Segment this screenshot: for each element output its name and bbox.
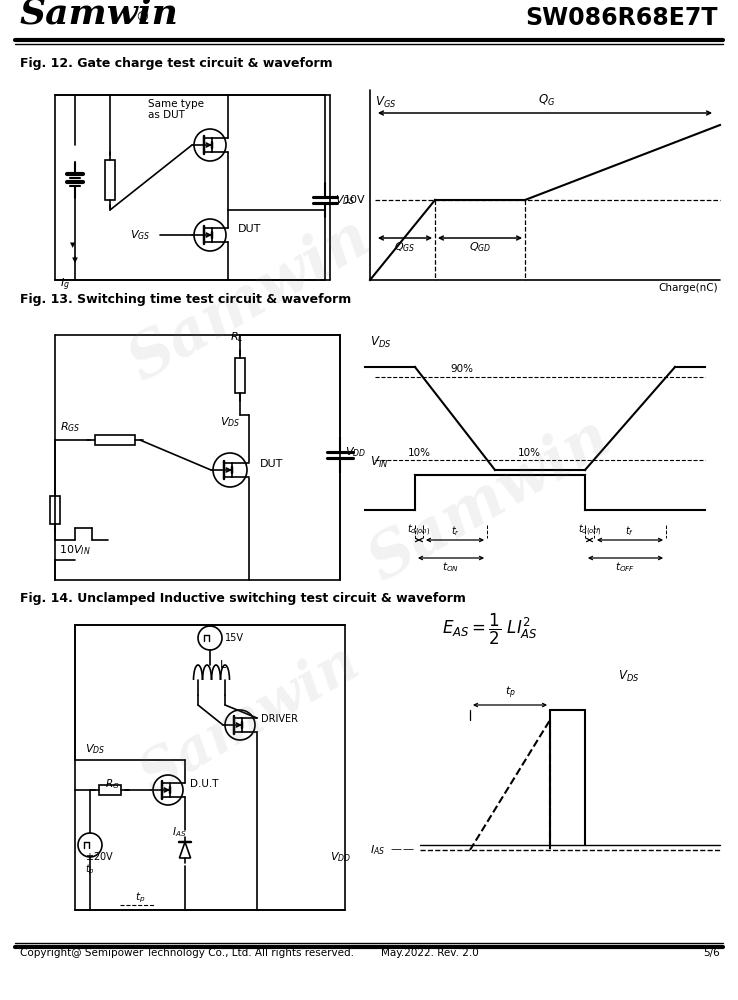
Text: $V_{DS}$: $V_{DS}$ <box>370 335 391 350</box>
Text: L: L <box>220 660 227 670</box>
Bar <box>95 435 135 445</box>
Polygon shape <box>179 842 190 858</box>
Text: Samwin: Samwin <box>131 635 370 805</box>
Text: $V_{DD}$: $V_{DD}$ <box>330 850 351 864</box>
Text: $I_g$: $I_g$ <box>60 276 70 293</box>
Text: $t_f$: $t_f$ <box>626 524 635 538</box>
Bar <box>50 496 60 524</box>
Text: $V_{IN}$: $V_{IN}$ <box>370 455 388 470</box>
Text: Fig. 13. Switching time test circuit & waveform: Fig. 13. Switching time test circuit & w… <box>20 293 351 306</box>
Text: 5/6: 5/6 <box>703 948 720 958</box>
Text: $t_{ON}$: $t_{ON}$ <box>443 560 460 574</box>
Text: D.U.T: D.U.T <box>190 779 218 789</box>
Text: $V_{DS}$: $V_{DS}$ <box>85 742 106 756</box>
Text: $t_r$: $t_r$ <box>450 524 460 538</box>
Text: Copyright@ Semipower Technology Co., Ltd. All rights reserved.: Copyright@ Semipower Technology Co., Ltd… <box>20 948 354 958</box>
Text: $R_{GS}$: $R_{GS}$ <box>60 420 80 434</box>
Text: DUT: DUT <box>260 459 283 469</box>
Text: 10%: 10% <box>408 448 431 458</box>
Text: $I_{AS}$  ——: $I_{AS}$ —— <box>370 843 415 857</box>
Text: Fig. 14. Unclamped Inductive switching test circuit & waveform: Fig. 14. Unclamped Inductive switching t… <box>20 592 466 605</box>
Text: $V_{GS}$: $V_{GS}$ <box>375 95 396 110</box>
Text: $t_{d(on)}$: $t_{d(on)}$ <box>407 523 431 538</box>
Text: $V_{DD}$: $V_{DD}$ <box>345 445 366 459</box>
Text: $\pm$20V: $\pm$20V <box>85 850 114 862</box>
Text: Samwin: Samwin <box>119 207 382 393</box>
Text: as DUT: as DUT <box>148 110 185 120</box>
Text: ▼: ▼ <box>70 242 76 248</box>
Text: $V_{DS}$: $V_{DS}$ <box>220 415 241 429</box>
Text: DUT: DUT <box>238 224 261 234</box>
Text: $V_{DS}$: $V_{DS}$ <box>335 193 355 207</box>
Bar <box>105 160 115 200</box>
Bar <box>235 358 245 392</box>
Text: 10V: 10V <box>343 195 365 205</box>
Text: May.2022. Rev. 2.0: May.2022. Rev. 2.0 <box>381 948 479 958</box>
Text: $V_{DS}$: $V_{DS}$ <box>618 669 639 684</box>
Text: 10$V_{IN}$: 10$V_{IN}$ <box>59 543 91 557</box>
Text: $E_{AS} = \dfrac{1}{2}\ L I_{AS}^{2}$: $E_{AS} = \dfrac{1}{2}\ L I_{AS}^{2}$ <box>442 612 538 647</box>
Text: Charge(nC): Charge(nC) <box>658 283 718 293</box>
Text: $t_{d(off)}$: $t_{d(off)}$ <box>578 523 601 538</box>
Text: 90%: 90% <box>450 364 473 374</box>
Text: $R_L$: $R_L$ <box>230 330 244 344</box>
Text: SW086R68E7T: SW086R68E7T <box>525 6 718 30</box>
Text: $t_p$: $t_p$ <box>135 890 145 905</box>
Text: Same type: Same type <box>148 99 204 109</box>
Text: ®: ® <box>135 11 149 25</box>
Text: Fig. 12. Gate charge test circuit & waveform: Fig. 12. Gate charge test circuit & wave… <box>20 57 333 70</box>
Text: $t_{OFF}$: $t_{OFF}$ <box>615 560 635 574</box>
Text: $t_p$: $t_p$ <box>505 685 515 701</box>
Text: 10%: 10% <box>518 448 541 458</box>
Text: Samwin: Samwin <box>20 0 179 30</box>
Text: 15V: 15V <box>225 633 244 643</box>
Text: $Q_{GS}$: $Q_{GS}$ <box>394 240 415 254</box>
Text: $I_{AS}$: $I_{AS}$ <box>172 825 187 839</box>
Text: $Q_G$: $Q_G$ <box>539 93 556 108</box>
Text: $R_G$: $R_G$ <box>105 777 120 791</box>
Bar <box>99 785 121 795</box>
Text: DRIVER: DRIVER <box>261 714 298 724</box>
Text: $Q_{GD}$: $Q_{GD}$ <box>469 240 492 254</box>
Text: $V_{GS}$: $V_{GS}$ <box>130 228 151 242</box>
Text: Samwin: Samwin <box>359 407 621 593</box>
Text: $t_p$: $t_p$ <box>85 862 95 877</box>
